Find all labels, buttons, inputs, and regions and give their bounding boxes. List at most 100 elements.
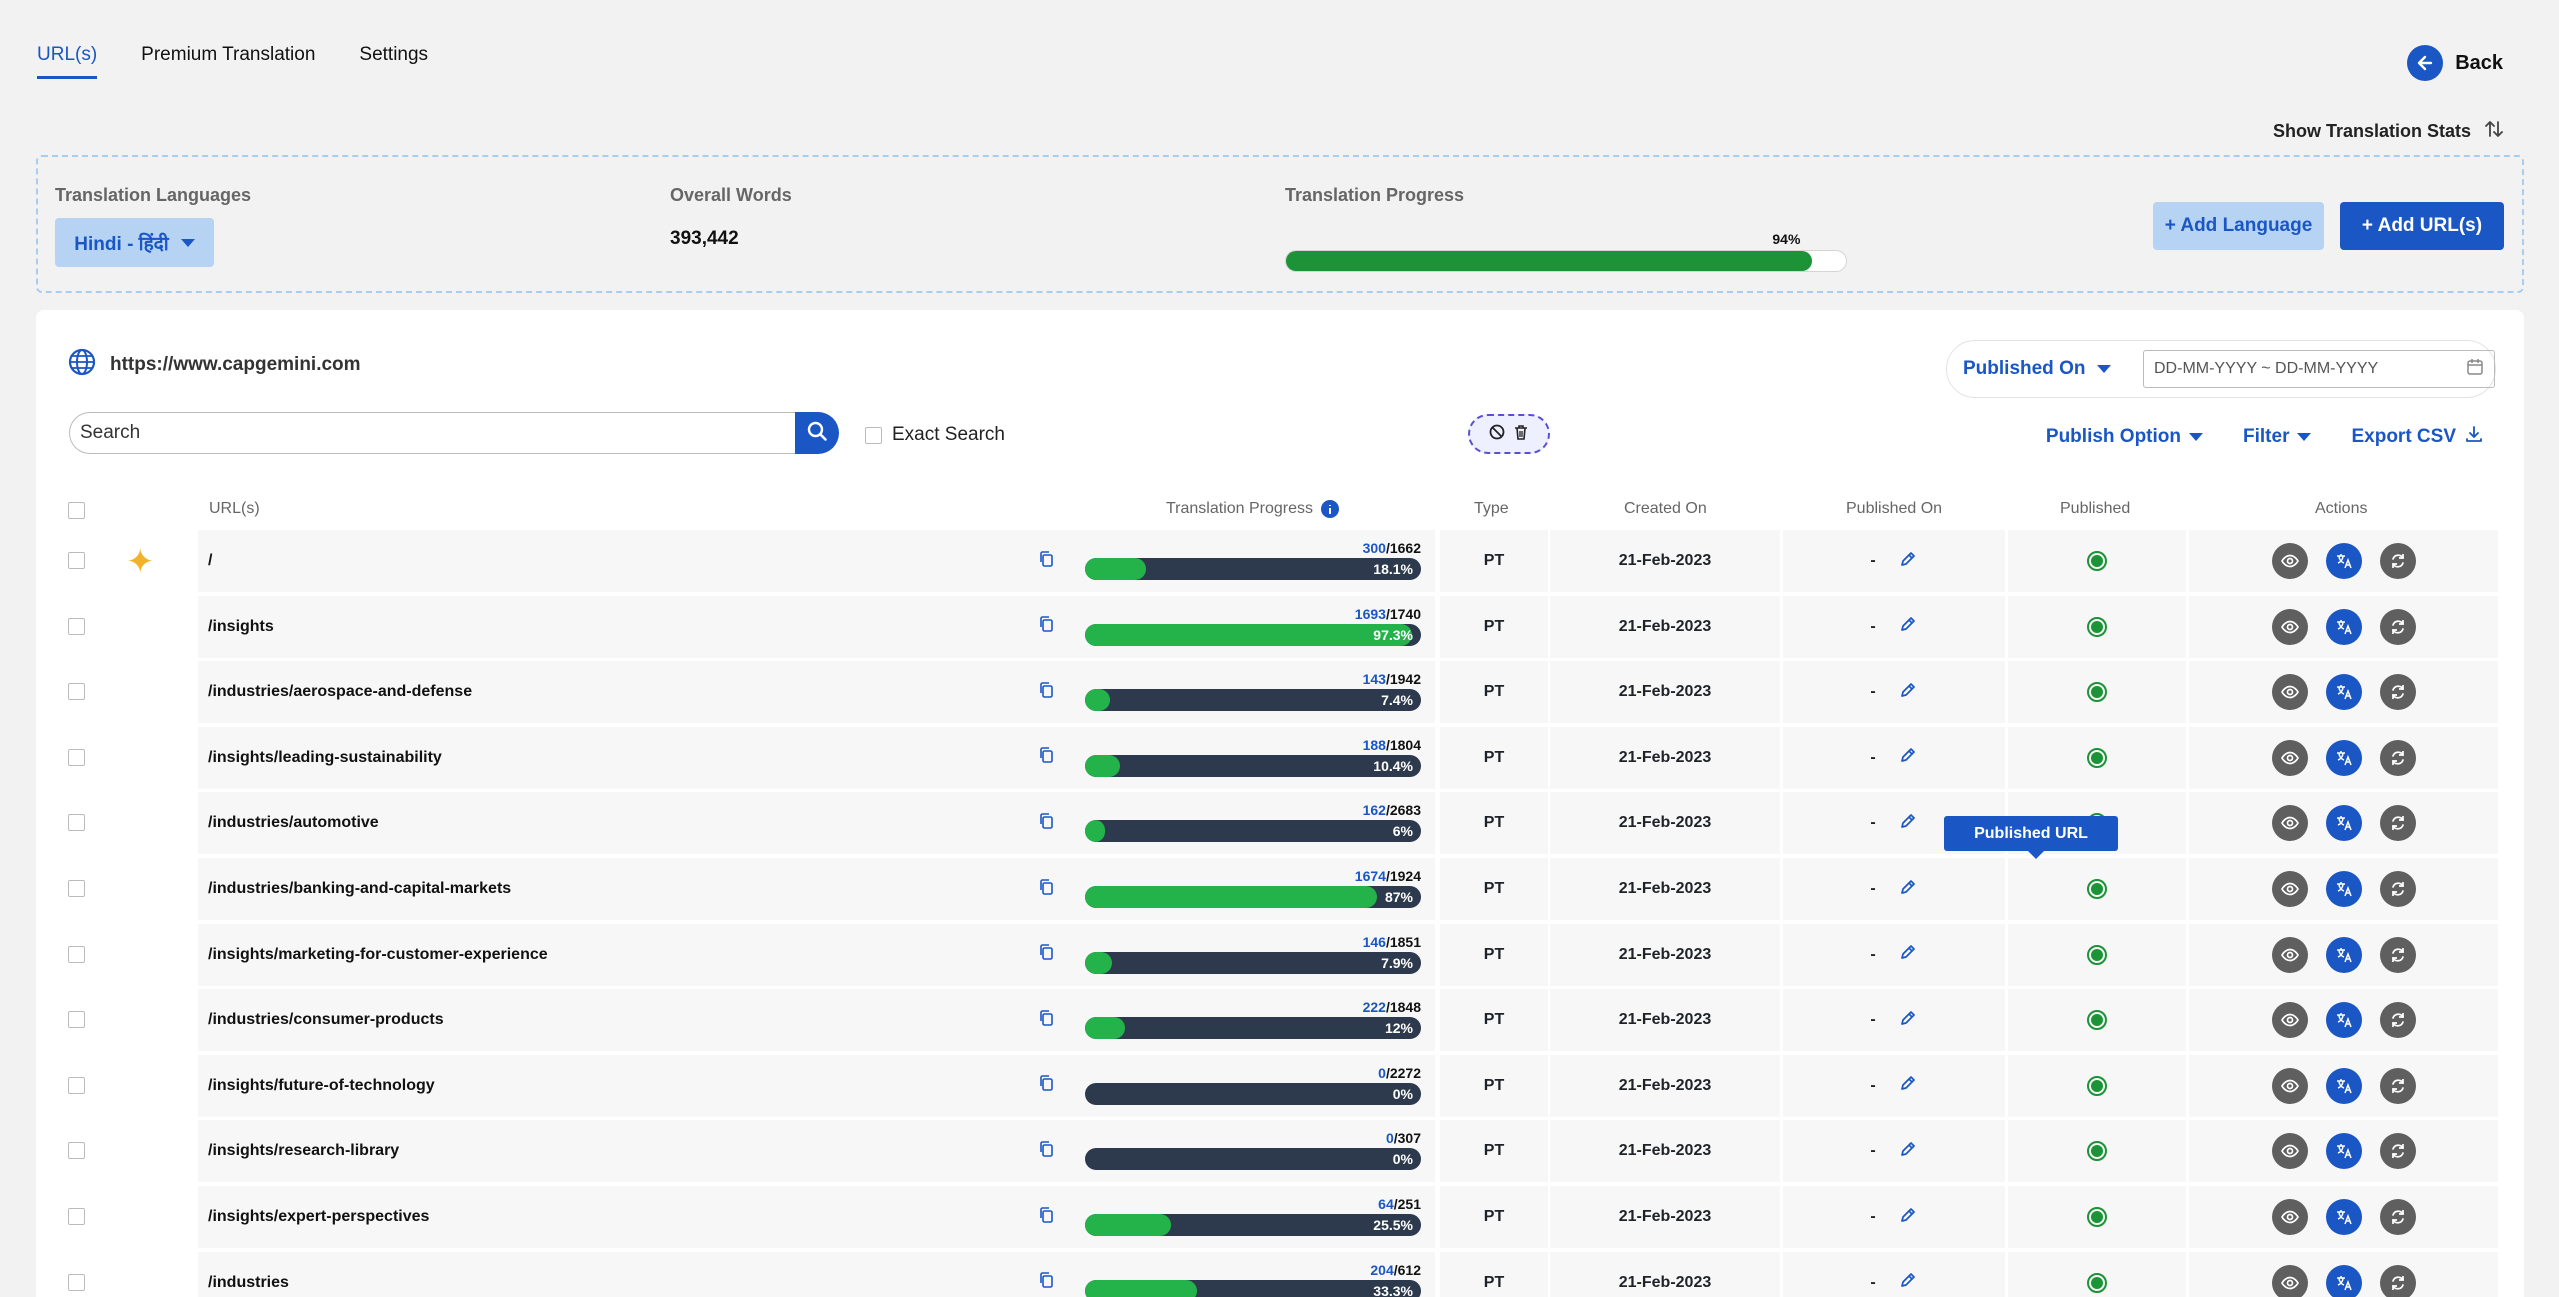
copy-icon[interactable]: [1037, 1074, 1055, 1097]
ban-icon[interactable]: [1488, 423, 1506, 446]
pencil-icon[interactable]: [1898, 549, 1918, 574]
translate-icon[interactable]: [2325, 805, 2362, 842]
eye-icon[interactable]: [2271, 1067, 2308, 1104]
search-input[interactable]: Search: [69, 412, 803, 454]
trash-icon[interactable]: [1512, 423, 1530, 446]
show-translation-stats-toggle[interactable]: Show Translation Stats: [2273, 118, 2505, 145]
copy-icon[interactable]: [1037, 878, 1055, 901]
copy-icon[interactable]: [1037, 681, 1055, 704]
copy-icon[interactable]: [1037, 1009, 1055, 1032]
eye-icon[interactable]: [2271, 936, 2308, 973]
pencil-icon[interactable]: [1898, 877, 1918, 902]
row-checkbox[interactable]: [68, 748, 85, 766]
row-checkbox[interactable]: [68, 683, 85, 701]
exact-search-option[interactable]: Exact Search: [865, 424, 1005, 446]
search-button[interactable]: [795, 412, 839, 454]
translate-icon[interactable]: [2325, 936, 2362, 973]
eye-icon[interactable]: [2271, 871, 2308, 907]
refresh-icon[interactable]: [2379, 871, 2416, 907]
translate-icon[interactable]: [2325, 1264, 2362, 1297]
translate-icon[interactable]: [2325, 543, 2362, 579]
copy-icon[interactable]: [1037, 943, 1055, 966]
published-on-dropdown[interactable]: Published On: [1963, 358, 2143, 380]
published-status-icon[interactable]: [2087, 1207, 2107, 1227]
pencil-icon[interactable]: [1898, 1139, 1918, 1164]
translate-icon[interactable]: [2325, 674, 2362, 711]
pencil-icon[interactable]: [1898, 614, 1918, 639]
pencil-icon[interactable]: [1898, 942, 1918, 967]
refresh-icon[interactable]: [2379, 608, 2416, 645]
published-status-icon[interactable]: [2087, 551, 2107, 571]
refresh-icon[interactable]: [2379, 1002, 2416, 1039]
eye-icon[interactable]: [2271, 543, 2308, 579]
refresh-icon[interactable]: [2379, 1133, 2416, 1170]
eye-icon[interactable]: [2271, 1199, 2308, 1235]
copy-icon[interactable]: [1037, 1206, 1055, 1229]
translate-icon[interactable]: [2325, 1133, 2362, 1170]
row-checkbox[interactable]: [68, 1208, 85, 1225]
tab-premium-translation[interactable]: Premium Translation: [141, 44, 316, 65]
published-status-icon[interactable]: [2087, 1272, 2107, 1293]
translate-icon[interactable]: [2325, 1199, 2362, 1235]
eye-icon[interactable]: [2271, 1133, 2308, 1170]
translate-icon[interactable]: [2325, 1002, 2362, 1039]
pencil-icon[interactable]: [1898, 1205, 1918, 1230]
translate-icon[interactable]: [2325, 608, 2362, 645]
eye-icon[interactable]: [2271, 1264, 2308, 1297]
eye-icon[interactable]: [2271, 674, 2308, 711]
translate-icon[interactable]: [2325, 871, 2362, 907]
refresh-icon[interactable]: [2379, 674, 2416, 711]
row-checkbox[interactable]: [68, 814, 85, 832]
export-csv-button[interactable]: Export CSV: [2351, 424, 2484, 450]
tab-urls[interactable]: URL(s): [37, 44, 98, 79]
row-checkbox[interactable]: [68, 1273, 85, 1291]
row-checkbox[interactable]: [68, 945, 85, 963]
translate-icon[interactable]: [2325, 1067, 2362, 1104]
publish-option-dropdown[interactable]: Publish Option: [2046, 424, 2204, 450]
pencil-icon[interactable]: [1898, 1270, 1918, 1295]
copy-icon[interactable]: [1037, 746, 1055, 769]
row-checkbox[interactable]: [68, 1142, 85, 1160]
refresh-icon[interactable]: [2379, 1199, 2416, 1235]
published-status-icon[interactable]: [2087, 944, 2107, 965]
translate-icon[interactable]: [2325, 739, 2362, 776]
add-urls-button[interactable]: + Add URL(s): [2340, 202, 2504, 250]
language-dropdown[interactable]: Hindi - हिंदी: [55, 218, 214, 267]
back-button[interactable]: Back: [2407, 45, 2503, 81]
refresh-icon[interactable]: [2379, 739, 2416, 776]
row-checkbox[interactable]: [68, 1011, 85, 1029]
pencil-icon[interactable]: [1898, 745, 1918, 770]
published-status-icon[interactable]: [2087, 1075, 2107, 1096]
pencil-icon[interactable]: [1898, 1008, 1918, 1033]
add-language-button[interactable]: + Add Language: [2153, 202, 2324, 250]
pencil-icon[interactable]: [1898, 1073, 1918, 1098]
date-range-input[interactable]: DD-MM-YYYY ~ DD-MM-YYYY: [2143, 350, 2495, 388]
published-status-icon[interactable]: [2087, 1010, 2107, 1031]
refresh-icon[interactable]: [2379, 805, 2416, 842]
row-checkbox[interactable]: [68, 617, 85, 635]
copy-icon[interactable]: [1037, 1140, 1055, 1163]
filter-dropdown[interactable]: Filter: [2243, 424, 2312, 450]
published-status-icon[interactable]: [2087, 879, 2107, 899]
refresh-icon[interactable]: [2379, 543, 2416, 579]
copy-icon[interactable]: [1037, 1271, 1055, 1294]
tab-settings[interactable]: Settings: [359, 44, 429, 65]
exact-search-checkbox[interactable]: [865, 426, 882, 444]
pencil-icon[interactable]: [1898, 811, 1918, 836]
copy-icon[interactable]: [1037, 812, 1055, 835]
refresh-icon[interactable]: [2379, 1067, 2416, 1104]
eye-icon[interactable]: [2271, 608, 2308, 645]
published-status-icon[interactable]: [2087, 682, 2107, 703]
eye-icon[interactable]: [2271, 1002, 2308, 1039]
eye-icon[interactable]: [2271, 739, 2308, 776]
info-icon[interactable]: [1321, 500, 1340, 518]
copy-icon[interactable]: [1037, 615, 1055, 638]
published-status-icon[interactable]: [2087, 616, 2107, 637]
published-status-icon[interactable]: [2087, 747, 2107, 768]
select-all-checkbox[interactable]: [68, 502, 85, 519]
published-status-icon[interactable]: [2087, 1141, 2107, 1162]
row-checkbox[interactable]: [68, 880, 85, 897]
row-checkbox[interactable]: [68, 1076, 85, 1094]
pencil-icon[interactable]: [1898, 680, 1918, 705]
refresh-icon[interactable]: [2379, 936, 2416, 973]
